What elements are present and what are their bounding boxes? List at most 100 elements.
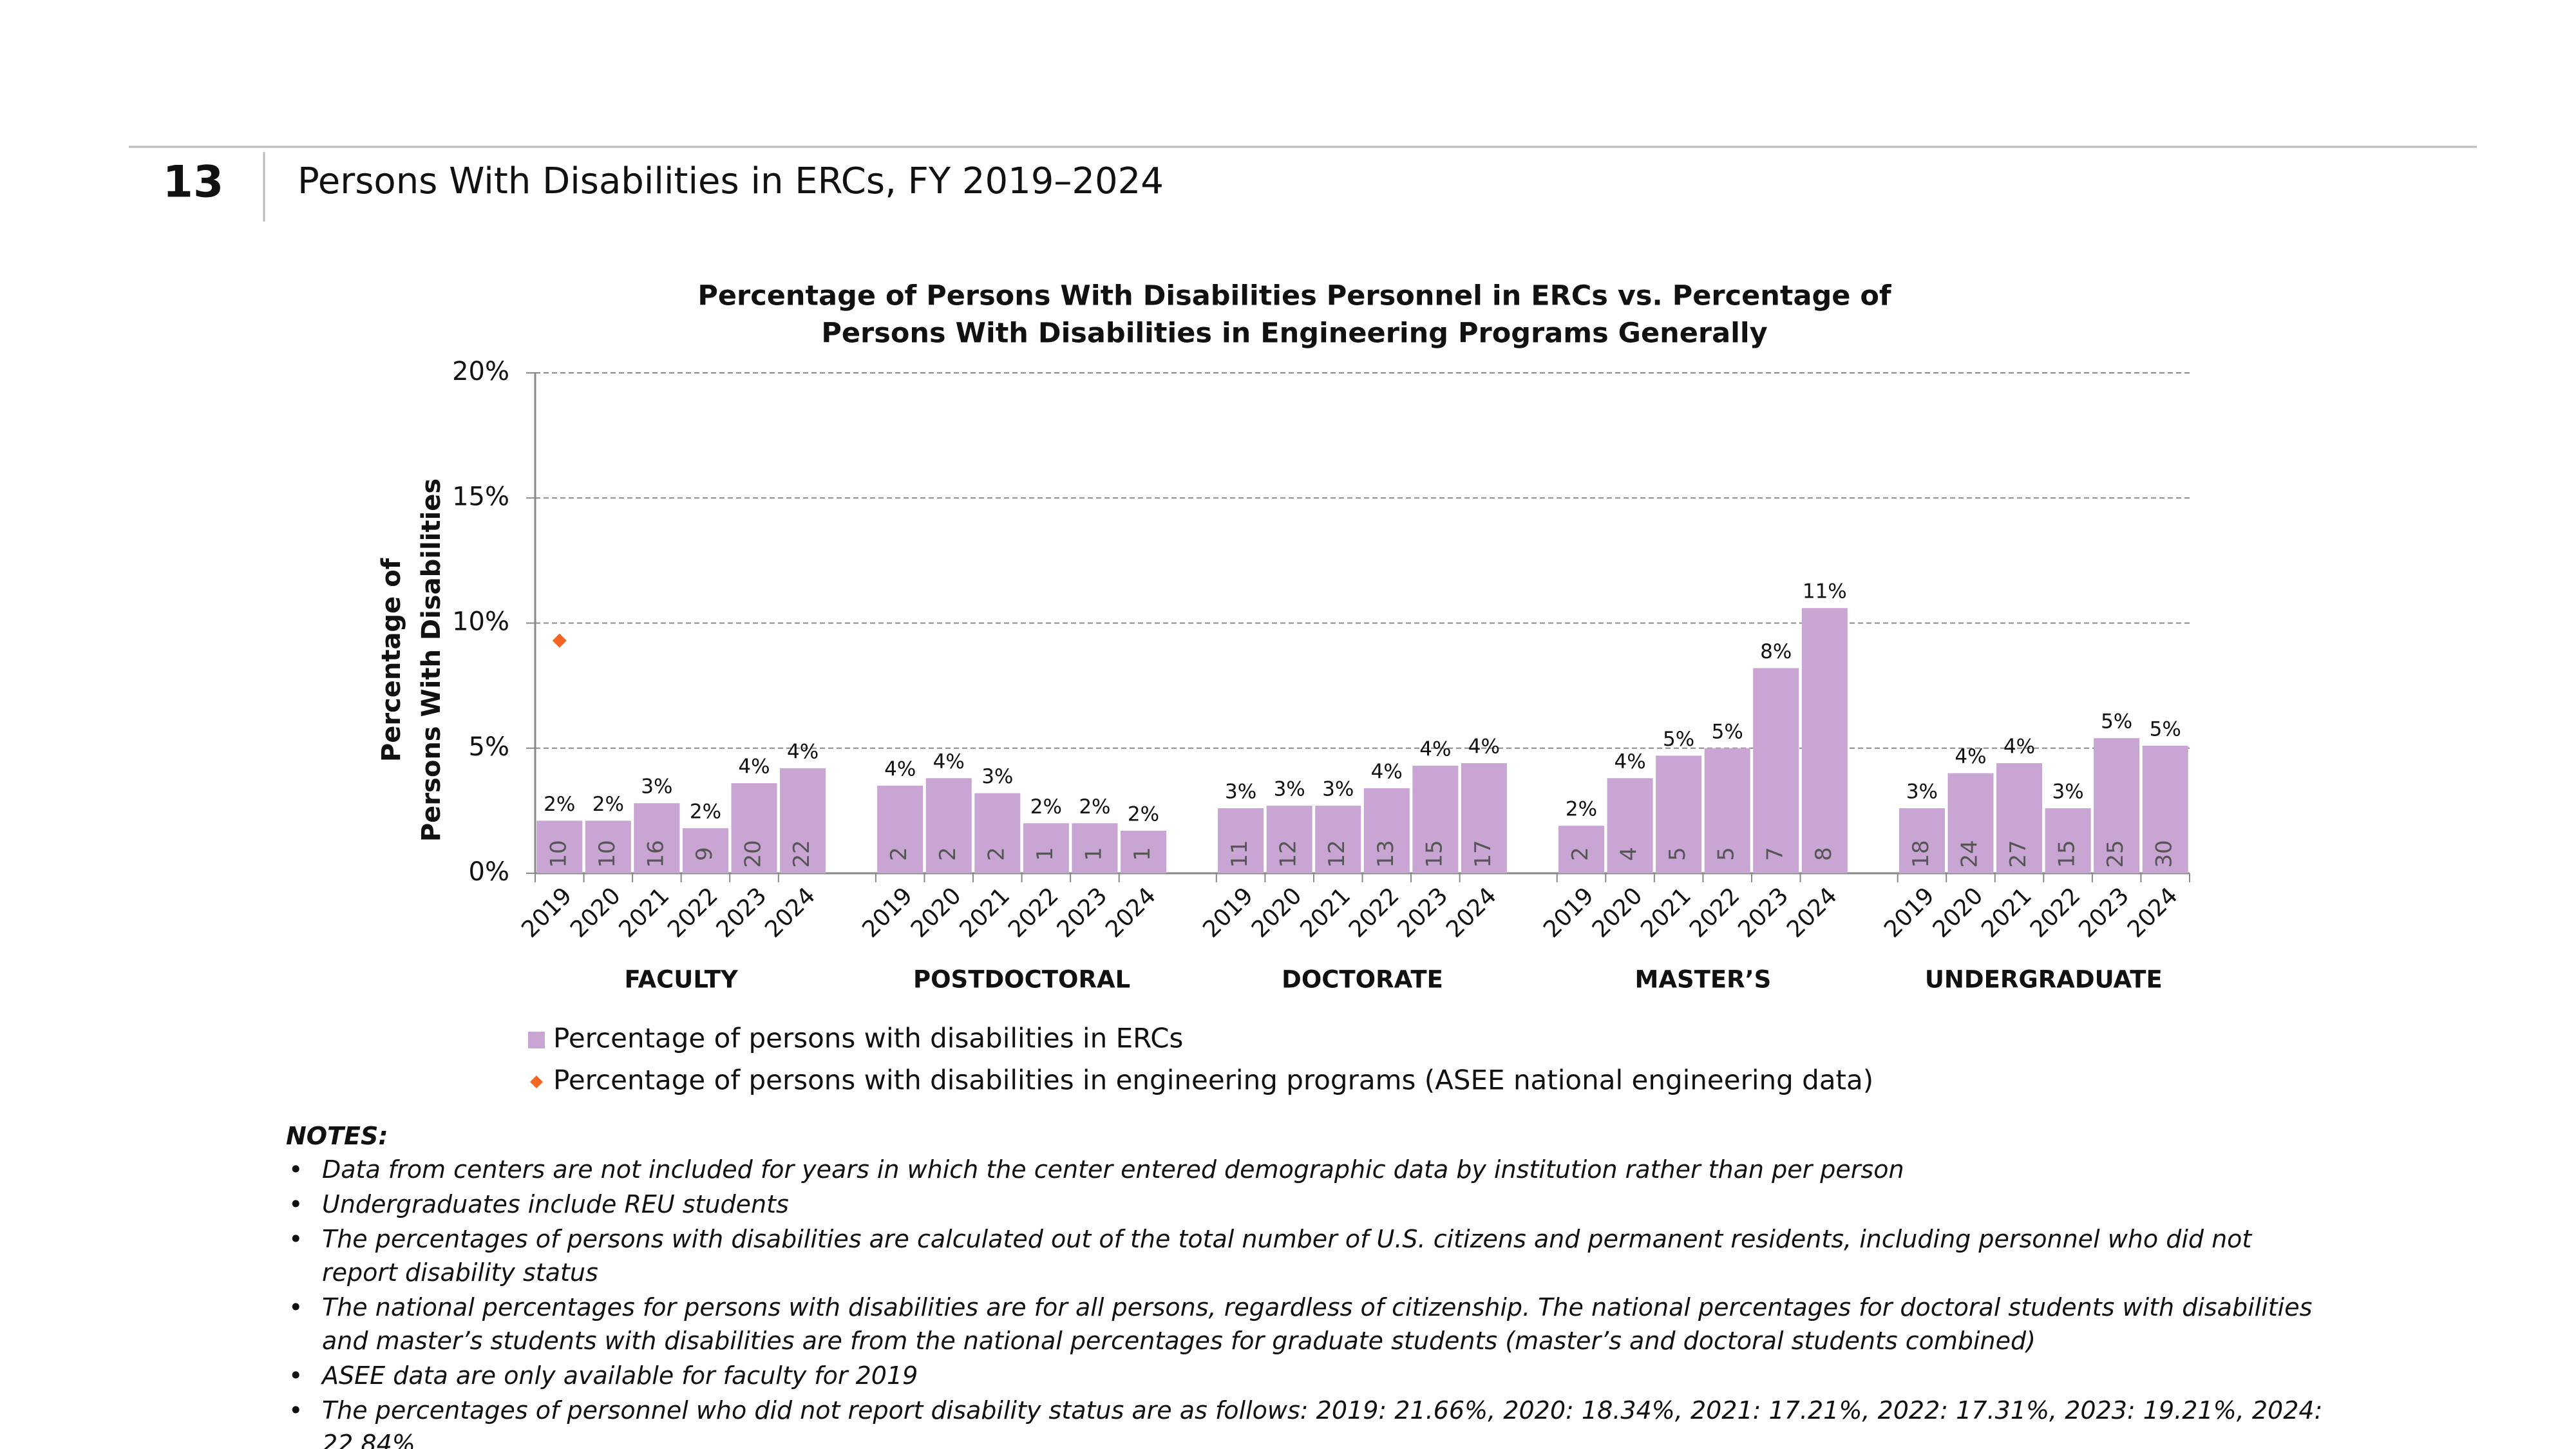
bar [536, 820, 583, 873]
x-tick-label: 2023 [1392, 882, 1453, 943]
count-label: 4 [1616, 847, 1642, 861]
count-label: 25 [2103, 840, 2128, 867]
value-label: 8% [1760, 640, 1792, 663]
y-tick-label: 15% [452, 482, 509, 511]
value-label: 4% [1955, 745, 1986, 768]
value-label: 4% [787, 740, 819, 763]
x-tick-label: 2019 [1198, 882, 1258, 943]
y-tick-label: 20% [452, 357, 509, 386]
notes-heading: NOTES: [286, 1122, 388, 1150]
value-label: 4% [1371, 760, 1403, 783]
bar [2142, 745, 2188, 873]
group-label: DOCTORATE [1282, 966, 1443, 994]
count-label: 12 [1324, 840, 1350, 867]
x-tick-label: 2020 [1928, 882, 1989, 943]
value-label: 11% [1803, 580, 1847, 603]
x-tick-label: 2024 [1441, 882, 1502, 943]
marker [552, 633, 567, 648]
chart-title: Percentage of Persons With Disabilities … [697, 280, 1892, 312]
count-label: 2 [983, 847, 1009, 861]
group-label: FACULTY [624, 966, 739, 994]
value-label: 3% [2052, 780, 2084, 803]
bar [2094, 738, 2140, 873]
notes: NOTES: Data from centers are not include… [286, 1119, 2334, 1449]
x-tick-label: 2023 [1733, 882, 1794, 943]
count-label: 2 [886, 847, 912, 861]
bar [925, 778, 972, 873]
value-label: 5% [2150, 717, 2181, 741]
bar [1899, 808, 1945, 873]
value-label: 3% [641, 775, 672, 799]
x-tick-label: 2021 [954, 882, 1015, 943]
count-label: 1 [1130, 847, 1155, 861]
value-label: 3% [981, 765, 1013, 788]
bar [1461, 763, 1507, 873]
x-tick-label: 2019 [516, 882, 577, 943]
bar [731, 783, 777, 873]
x-tick-label: 2021 [614, 882, 675, 943]
chart: 13 Persons With Disabilities in ERCs, FY… [129, 146, 2477, 1096]
value-label: 5% [2101, 710, 2132, 734]
value-label: 2% [592, 793, 624, 816]
count-label: 1 [1081, 847, 1106, 861]
count-label: 10 [594, 840, 620, 867]
count-label: 9 [692, 847, 717, 861]
count-label: 27 [2005, 840, 2031, 867]
value-label: 4% [2003, 735, 2035, 759]
section-title: Persons With Disabilities in ERCs, FY 20… [298, 160, 1164, 202]
x-tick-label: 2023 [1052, 882, 1113, 943]
value-label: 4% [738, 755, 770, 779]
x-tick-label: 2020 [1587, 882, 1648, 943]
bar [1947, 773, 1994, 873]
x-tick-label: 2020 [565, 882, 626, 943]
note-item: Undergraduates include REU students [286, 1188, 2334, 1221]
count-label: 15 [1421, 840, 1447, 867]
x-tick-label: 2024 [760, 882, 820, 943]
bar [1607, 778, 1653, 873]
count-label: 5 [1714, 847, 1739, 861]
bar [2045, 808, 2091, 873]
value-label: 3% [1274, 778, 1305, 801]
value-label: 2% [544, 793, 575, 816]
bar [1753, 668, 1799, 873]
value-label: 4% [1614, 750, 1645, 773]
count-label: 24 [1956, 840, 1982, 867]
count-label: 2 [935, 847, 961, 861]
count-label: 1 [1032, 847, 1058, 861]
value-label: 3% [1225, 780, 1256, 803]
value-label: 2% [1079, 795, 1110, 819]
x-tick-label: 2022 [2025, 882, 2086, 943]
x-tick-label: 2021 [1295, 882, 1356, 943]
bar [585, 820, 631, 873]
bar [1801, 608, 1848, 873]
x-tick-label: 2020 [1247, 882, 1307, 943]
y-axis-title-line: Percentage of [377, 558, 406, 762]
y-axis-title-line: Persons With Disabilities [417, 478, 446, 842]
bar [1412, 765, 1459, 873]
value-label: 2% [690, 800, 721, 824]
count-label: 17 [1470, 840, 1496, 867]
value-label: 4% [884, 758, 916, 781]
x-tick-label: 2019 [1879, 882, 1940, 943]
note-item: ASEE data are only available for faculty… [286, 1359, 2334, 1392]
x-tick-label: 2024 [1101, 882, 1161, 943]
count-label: 15 [2054, 840, 2080, 867]
notes-list: Data from centers are not included for y… [286, 1153, 2334, 1449]
x-tick-label: 2019 [857, 882, 918, 943]
count-label: 18 [1908, 840, 1934, 867]
x-tick-label: 2023 [2074, 882, 2134, 943]
count-label: 8 [1811, 847, 1837, 861]
bar [634, 803, 680, 873]
count-label: 5 [1665, 847, 1690, 861]
bar [974, 793, 1021, 873]
count-label: 30 [2152, 840, 2177, 867]
bar [1315, 806, 1361, 873]
bar [1266, 806, 1312, 873]
bar [1656, 755, 1702, 873]
group-label: MASTER’S [1635, 966, 1772, 994]
x-tick-label: 2022 [1685, 882, 1745, 943]
count-label: 12 [1276, 840, 1302, 867]
bar [1072, 823, 1118, 873]
bar [1120, 830, 1166, 873]
